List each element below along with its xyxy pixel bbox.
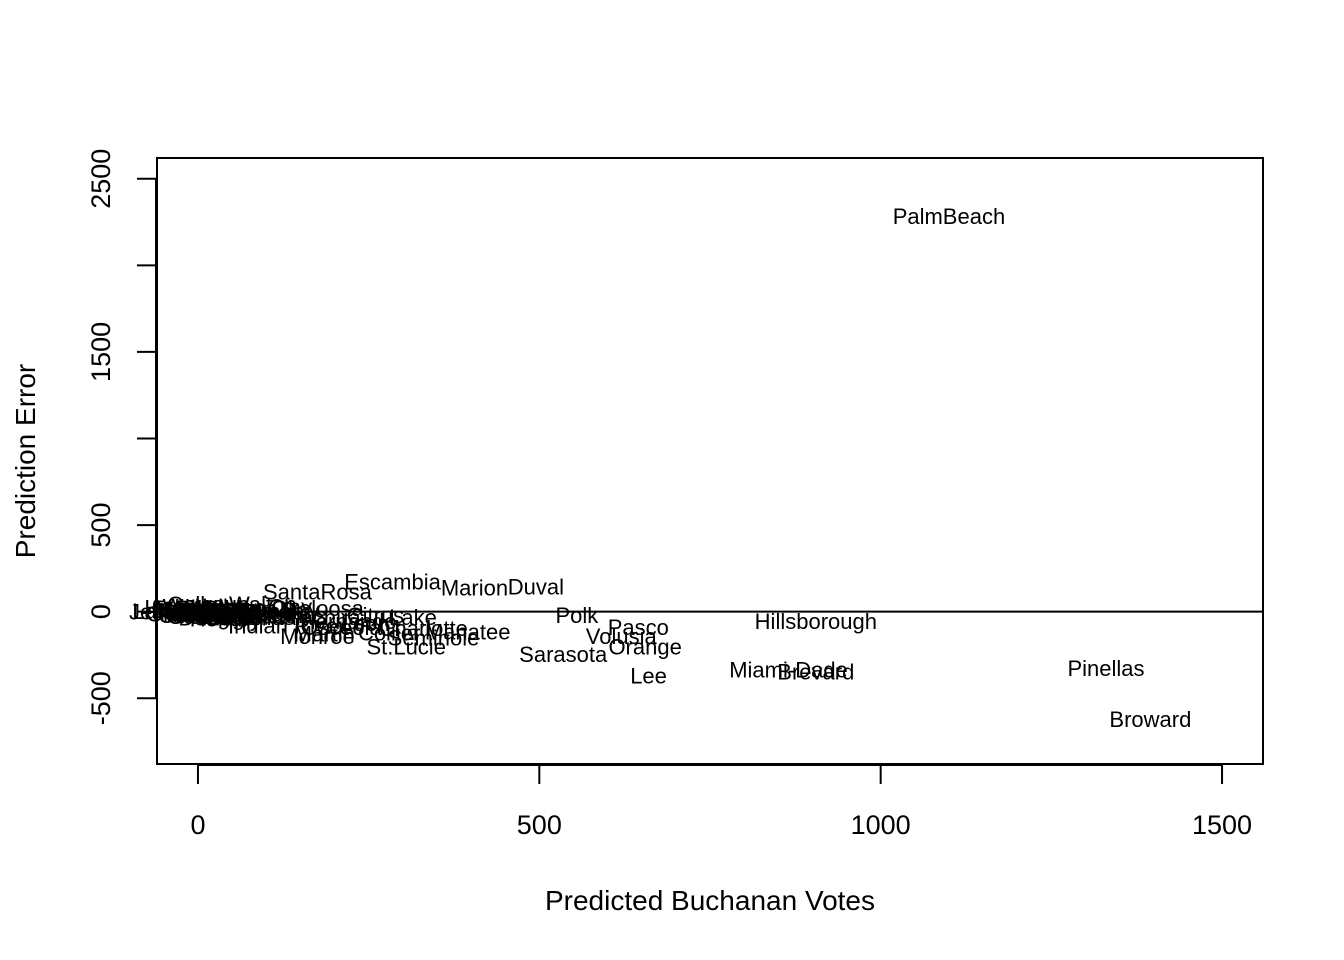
point-label: Seminole — [388, 626, 480, 651]
point-label: Lafayette — [132, 599, 223, 624]
point-label: Gadsden — [167, 604, 256, 629]
y-tick-label: -500 — [86, 671, 116, 725]
point-label: Okaloosa — [271, 596, 365, 621]
point-label: Suwannee — [166, 601, 270, 626]
point-label: Dixie — [167, 601, 216, 626]
point-label: Baker — [176, 596, 233, 621]
point-label: Orange — [608, 634, 681, 659]
point-label: Walton — [229, 592, 297, 617]
point-label: Miami-Dade — [729, 658, 848, 683]
point-label: Pasco — [608, 615, 669, 640]
point-label: Lee — [630, 664, 667, 689]
x-tick-label: 0 — [190, 810, 205, 840]
point-label: PalmBeach — [893, 204, 1006, 229]
point-label: Jefferson — [129, 600, 219, 625]
point-label: Washington — [157, 597, 272, 622]
point-label: Pinellas — [1067, 656, 1144, 681]
point-label: Marion — [441, 575, 508, 600]
point-label: Columbia — [182, 599, 276, 624]
y-axis-title: Prediction Error — [10, 364, 41, 559]
point-label: Sumter — [203, 596, 274, 621]
point-label: Bradford — [176, 598, 260, 623]
point-label: Nassau — [222, 603, 297, 628]
point-label: Holmes — [174, 594, 249, 619]
point-label: Citrus — [347, 603, 404, 628]
point-label: Monroe — [280, 624, 355, 649]
point-label: Lake — [389, 605, 437, 630]
point-label: Hillsborough — [755, 609, 877, 634]
point-label: Martin — [294, 621, 355, 646]
point-label: Osceola — [301, 615, 382, 640]
point-label: Broward — [1109, 707, 1191, 732]
point-labels: PalmBeach Escambia Marion Duval SantaRosa Pol… — [129, 204, 1191, 732]
y-tick-label: 1500 — [86, 322, 116, 382]
point-label: Putnam — [235, 599, 311, 624]
point-label: Hamilton — [144, 595, 231, 620]
y-axis: -500 0 500 1500 2500 — [86, 149, 157, 725]
point-label: Taylor — [175, 600, 234, 625]
point-label: Jackson — [185, 595, 266, 620]
point-label: Franklin — [152, 596, 230, 621]
point-label: Glades — [146, 601, 216, 626]
point-label: Okeechobee — [170, 601, 295, 626]
point-label: Alachua — [281, 605, 361, 630]
point-label: Clay — [268, 594, 312, 619]
x-tick-label: 1000 — [851, 810, 911, 840]
y-tick-label: 2500 — [86, 149, 116, 209]
point-label: Manatee — [425, 620, 511, 645]
point-label: Sarasota — [519, 642, 608, 667]
point-label: Wakulla — [163, 594, 241, 619]
point-label: Hendry — [190, 607, 261, 632]
point-label: Collier — [358, 620, 420, 645]
point-label: Flagler — [202, 606, 269, 631]
point-label: Volusia — [586, 624, 658, 649]
point-label: Gilchrist — [158, 603, 237, 628]
x-axis-title: Predicted Buchanan Votes — [545, 885, 875, 916]
y-tick-label: 500 — [86, 503, 116, 548]
point-label: Charlotte — [379, 616, 468, 641]
point-label: Hardee — [172, 602, 244, 627]
point-label: Gulf — [178, 599, 219, 624]
point-label: Brevard — [777, 659, 854, 684]
point-label: Union — [166, 597, 223, 622]
point-label: Indian River — [228, 613, 345, 638]
point-label: SantaRosa — [263, 580, 373, 605]
x-tick-label: 500 — [517, 810, 562, 840]
point-label: Bay — [281, 598, 319, 623]
x-axis: 0 500 1000 1500 — [190, 764, 1252, 840]
point-label: Duval — [508, 575, 564, 600]
point-label: Levy — [199, 602, 245, 627]
point-label: Hernando — [300, 609, 397, 634]
point-label: Highlands — [197, 605, 295, 630]
point-label: Leon — [341, 611, 390, 636]
point-label: Polk — [555, 603, 599, 628]
y-tick-label: 0 — [86, 604, 116, 619]
point-label: St.Lucie — [366, 634, 446, 659]
point-label: St.Johns — [240, 603, 326, 628]
point-label: Escambia — [344, 569, 441, 594]
point-label: Calhoun — [167, 592, 249, 617]
point-label: Liberty — [151, 598, 217, 623]
x-tick-label: 1500 — [1192, 810, 1252, 840]
point-label: DeSoto — [178, 606, 251, 631]
point-label: Madison — [160, 601, 243, 626]
